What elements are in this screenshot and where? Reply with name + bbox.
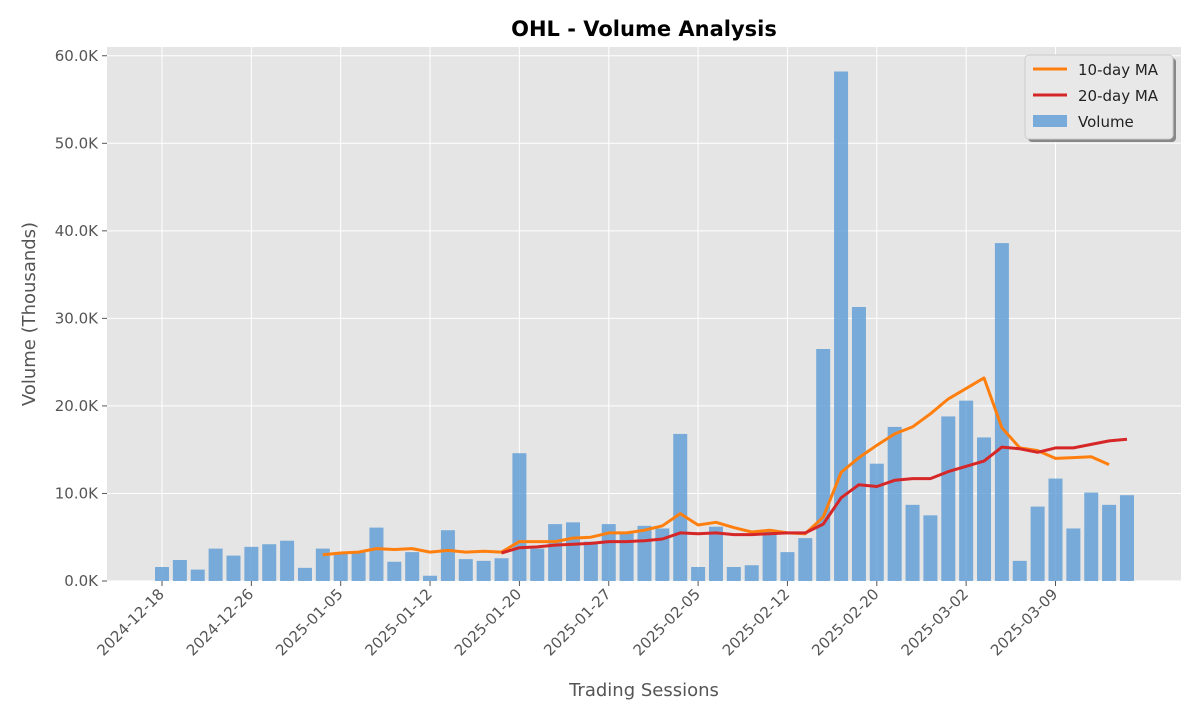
volume-bar-50 bbox=[1048, 478, 1063, 581]
x-tick-label-6: 2025-02-05 bbox=[630, 585, 704, 659]
volume-bar-9 bbox=[315, 548, 330, 581]
y-tick-label-5: 50.0K bbox=[55, 134, 99, 152]
volume-bar-7 bbox=[280, 540, 295, 581]
volume-bar-45 bbox=[959, 400, 974, 581]
legend-label-20-day-ma: 20-day MA bbox=[1078, 87, 1159, 105]
volume-bar-40 bbox=[869, 463, 884, 581]
volume-bar-5 bbox=[244, 546, 259, 581]
volume-bar-54 bbox=[1119, 495, 1134, 581]
volume-bar-47 bbox=[994, 243, 1009, 581]
x-axis-ticks: 2024-12-18 2024-12-26 2025-01-05 2025-01-12… bbox=[93, 581, 1061, 659]
20-day-ma-line bbox=[501, 437, 1128, 555]
y-tick-label-2: 20.0K bbox=[55, 397, 99, 415]
10-day-ma-line bbox=[322, 376, 1110, 557]
x-tick-label-0: 2024-12-18 bbox=[93, 585, 167, 659]
volume-bar-19 bbox=[494, 558, 509, 581]
volume-bar-6 bbox=[262, 544, 277, 581]
volume-bar-32 bbox=[726, 566, 741, 581]
moving-average-lines bbox=[322, 376, 1128, 557]
volume-bar-34 bbox=[762, 531, 777, 581]
volume-bar-13 bbox=[387, 561, 402, 581]
volume-bar-36 bbox=[798, 538, 813, 581]
volume-bar-51 bbox=[1066, 528, 1081, 581]
volume-bar-44 bbox=[941, 416, 956, 581]
volume-bar-15 bbox=[423, 575, 438, 581]
x-tick-label-7: 2025-02-12 bbox=[719, 585, 793, 659]
x-tick-label-2: 2025-01-05 bbox=[272, 585, 346, 659]
x-tick-label-8: 2025-02-20 bbox=[808, 585, 882, 659]
volume-bars bbox=[155, 71, 1134, 581]
volume-bar-24 bbox=[583, 541, 598, 581]
volume-bar-53 bbox=[1102, 504, 1117, 581]
volume-bar-25 bbox=[601, 524, 616, 581]
legend-label-volume: Volume bbox=[1078, 113, 1134, 131]
y-axis-ticks: 0.0K 10.0K 20.0K 30.0K 40.0K 50.0K 60.0K bbox=[55, 47, 107, 590]
volume-bar-48 bbox=[1012, 560, 1027, 581]
volume-bar-1 bbox=[172, 559, 187, 581]
volume-bar-30 bbox=[691, 566, 706, 581]
y-tick-label-0: 0.0K bbox=[64, 572, 99, 590]
y-tick-label-3: 30.0K bbox=[55, 309, 99, 327]
legend-label-10-day-ma: 10-day MA bbox=[1078, 61, 1159, 79]
plot-background bbox=[107, 47, 1181, 581]
x-tick-label-10: 2025-03-09 bbox=[987, 585, 1061, 659]
x-tick-label-5: 2025-01-27 bbox=[540, 585, 614, 659]
volume-bar-38 bbox=[834, 71, 849, 581]
y-tick-label-6: 60.0K bbox=[55, 47, 99, 65]
volume-bar-42 bbox=[905, 504, 920, 581]
volume-bar-3 bbox=[208, 548, 223, 581]
legend-swatch-volume bbox=[1033, 115, 1067, 127]
y-axis-label: Volume (Thousands) bbox=[19, 222, 40, 406]
volume-bar-29 bbox=[673, 433, 688, 581]
volume-bar-12 bbox=[369, 527, 384, 581]
volume-bar-21 bbox=[530, 548, 545, 581]
volume-bar-11 bbox=[351, 551, 366, 581]
volume-bar-0 bbox=[155, 566, 169, 581]
volume-bar-46 bbox=[977, 437, 992, 581]
volume-bar-18 bbox=[476, 560, 491, 581]
volume-bar-20 bbox=[512, 453, 527, 581]
y-tick-label-4: 40.0K bbox=[55, 222, 99, 240]
volume-bar-4 bbox=[226, 555, 241, 581]
volume-bar-39 bbox=[851, 306, 866, 581]
volume-bar-14 bbox=[405, 552, 420, 581]
legend: 10-day MA 20-day MA Volume bbox=[1024, 54, 1176, 142]
x-axis-label: Trading Sessions bbox=[568, 680, 719, 701]
x-tick-label-9: 2025-03-02 bbox=[898, 585, 972, 659]
volume-bar-28 bbox=[655, 528, 670, 581]
volume-bar-8 bbox=[297, 567, 312, 581]
volume-bar-17 bbox=[458, 559, 473, 581]
volume-bar-37 bbox=[816, 349, 831, 581]
grid-lines bbox=[107, 47, 1181, 582]
volume-bar-10 bbox=[333, 552, 348, 581]
y-tick-label-1: 10.0K bbox=[55, 484, 99, 502]
volume-bar-31 bbox=[708, 526, 723, 581]
x-tick-label-3: 2025-01-12 bbox=[361, 585, 435, 659]
x-tick-label-4: 2025-01-20 bbox=[451, 585, 525, 659]
x-tick-label-1: 2024-12-26 bbox=[183, 585, 257, 659]
volume-bar-43 bbox=[923, 515, 938, 581]
volume-bar-41 bbox=[887, 426, 902, 581]
volume-bar-2 bbox=[190, 569, 205, 581]
volume-bar-27 bbox=[637, 525, 652, 581]
volume-bar-16 bbox=[440, 530, 455, 581]
volume-bar-33 bbox=[744, 565, 759, 581]
volume-bar-23 bbox=[566, 522, 581, 581]
volume-bar-35 bbox=[780, 552, 795, 581]
volume-bar-49 bbox=[1030, 506, 1045, 581]
chart-title: OHL - Volume Analysis bbox=[511, 17, 777, 41]
volume-bar-52 bbox=[1084, 492, 1099, 581]
volume-bar-22 bbox=[548, 524, 563, 581]
volume-bar-26 bbox=[619, 532, 634, 581]
